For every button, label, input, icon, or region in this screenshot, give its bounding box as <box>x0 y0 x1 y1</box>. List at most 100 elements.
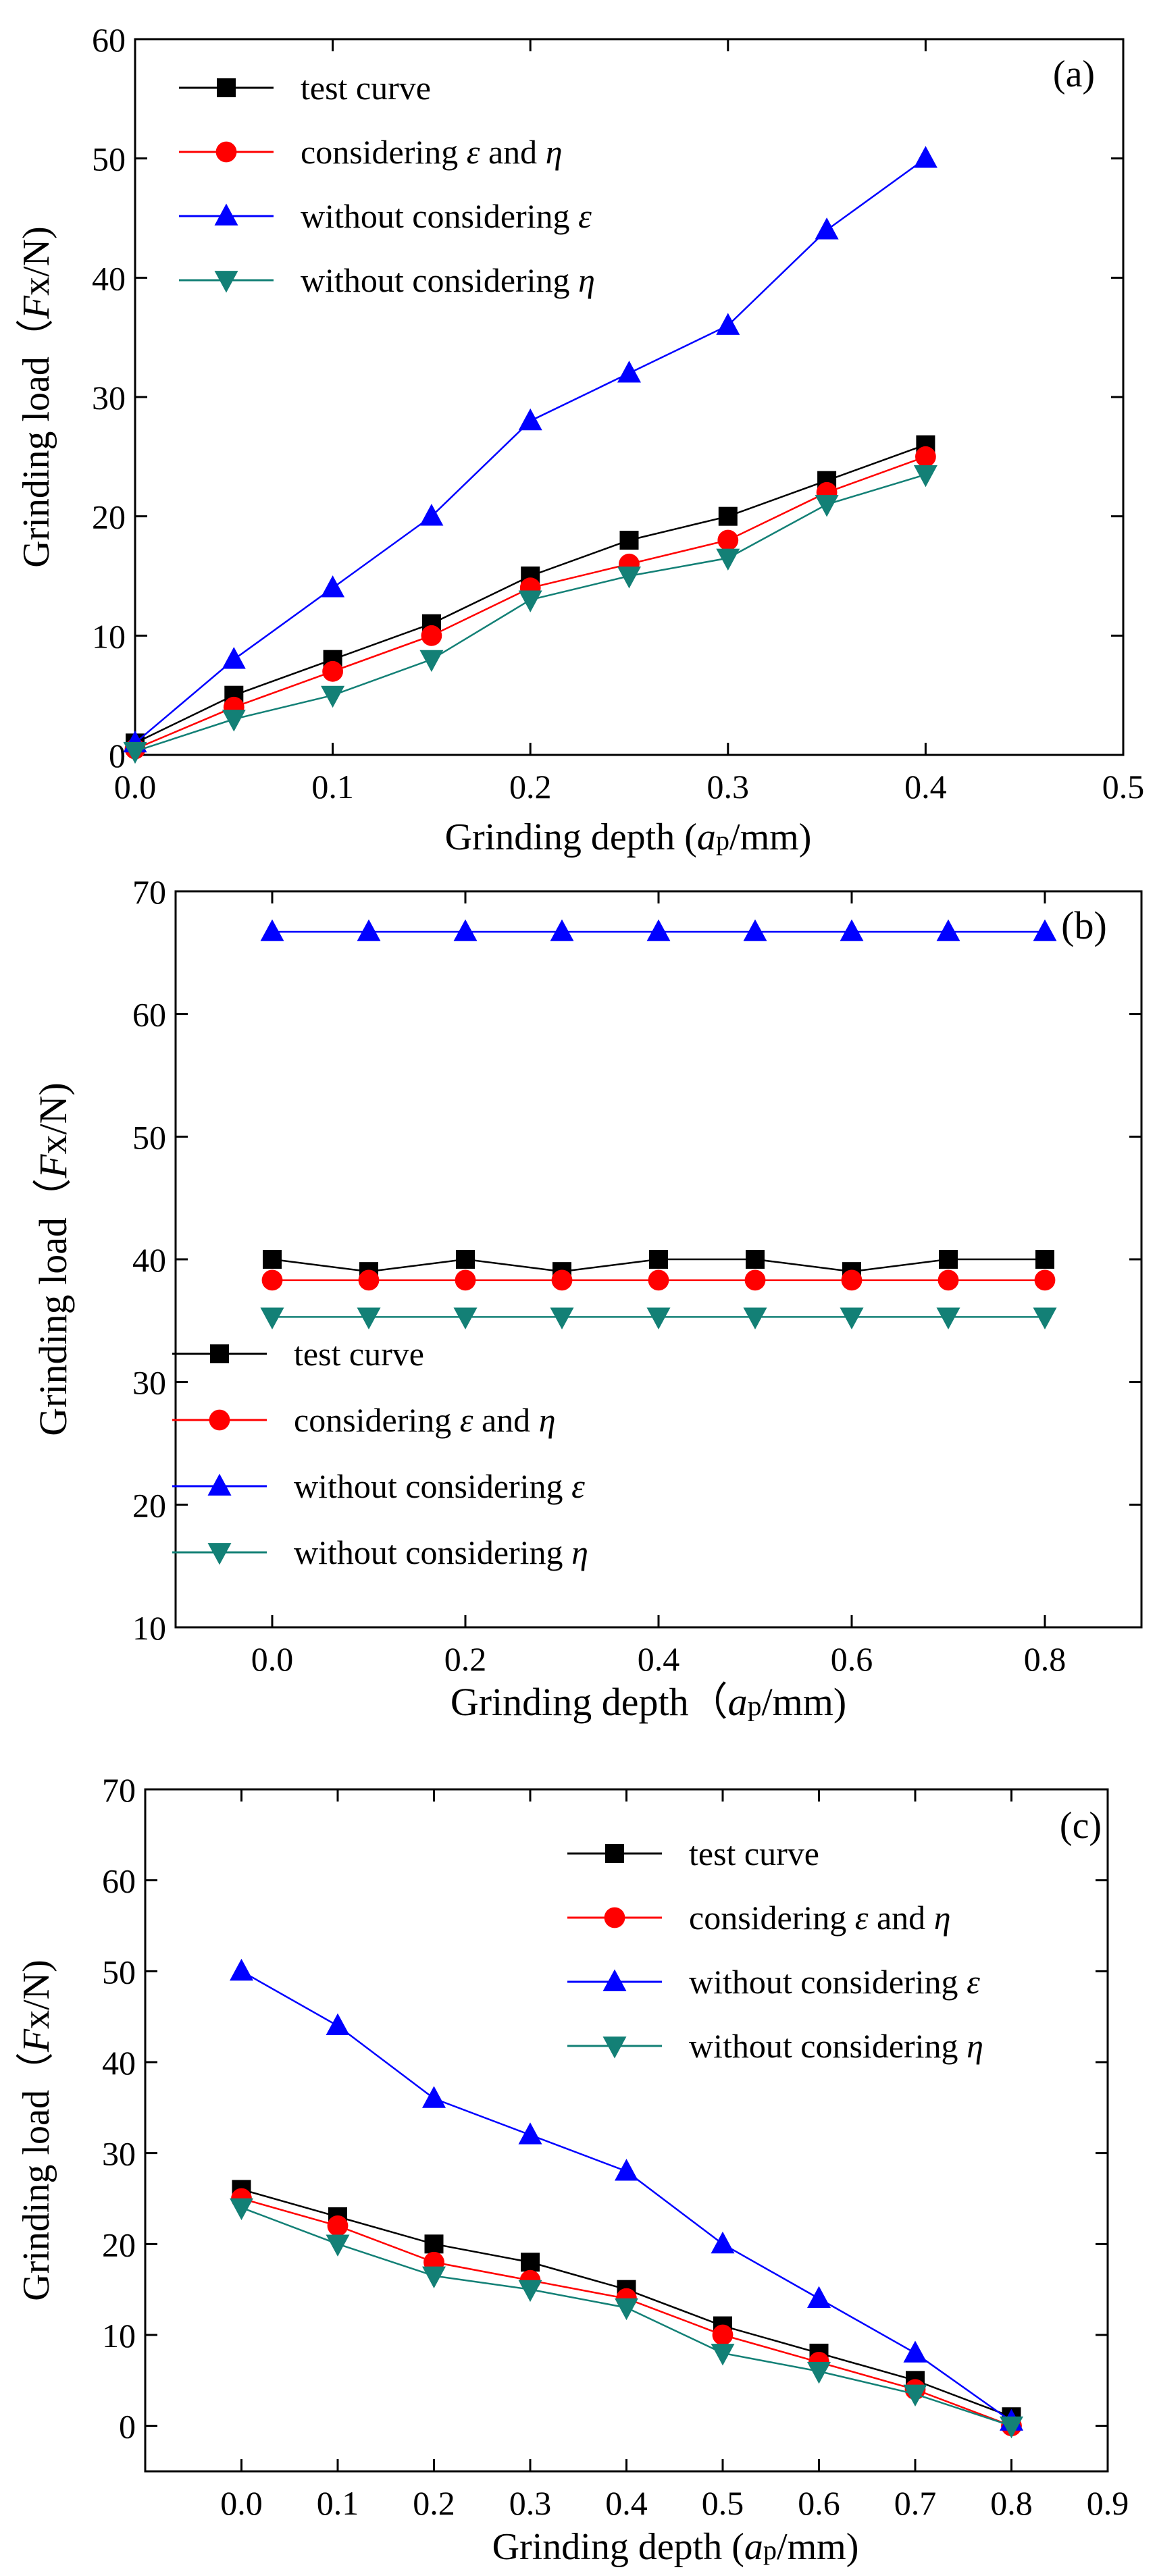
legend-text: test curve <box>294 1335 424 1373</box>
data-point-series-2 <box>841 1269 863 1291</box>
x-tick-label: 0.5 <box>1102 768 1145 806</box>
legend-symbol: η <box>571 1533 588 1571</box>
legend-marker <box>214 271 238 293</box>
data-point-series-3 <box>936 919 960 941</box>
data-point-series-2 <box>712 2324 734 2346</box>
data-point-series-1 <box>1035 1250 1054 1269</box>
plot-frame <box>134 38 1125 756</box>
data-point-series-4 <box>230 2198 253 2220</box>
legend-label: considering ε and η <box>689 1899 951 1937</box>
data-point-series-4 <box>913 465 937 488</box>
data-point-series-3 <box>807 2286 831 2308</box>
data-point-series-4 <box>357 1307 381 1330</box>
data-point-series-4 <box>903 2384 927 2407</box>
x-tick-label: 0.4 <box>904 768 947 806</box>
x-axis-label-unit: /mm) <box>729 816 811 858</box>
legend-symbol-2: η <box>539 1401 556 1439</box>
x-tick-label: 0.2 <box>444 1640 487 1678</box>
data-point-series-3 <box>222 647 246 669</box>
legend-symbol: ε <box>467 133 480 171</box>
data-point-series-2 <box>744 1269 766 1291</box>
series-line-4 <box>134 473 926 752</box>
y-tick-label: 30 <box>132 1364 166 1402</box>
y-tick-label: 40 <box>102 2044 136 2082</box>
data-point-series-3 <box>321 575 345 598</box>
panel-label: (c) <box>1060 1805 1102 1847</box>
data-point-series-4 <box>617 567 641 589</box>
data-point-series-2 <box>261 1269 283 1291</box>
x-tick-label: 0.9 <box>1087 2484 1129 2522</box>
data-point-series-3 <box>230 1958 253 1981</box>
legend-text-mid: and <box>868 1899 933 1937</box>
data-point-series-4 <box>743 1307 767 1330</box>
data-point-series-4 <box>1000 2416 1023 2439</box>
data-point-series-4 <box>222 710 246 732</box>
legend-text: considering <box>294 1401 460 1439</box>
y-axis-label-text: Grinding load（ <box>16 319 57 568</box>
data-point-series-2 <box>648 1269 669 1291</box>
y-tick-label: 20 <box>132 1486 166 1524</box>
x-tick-label: 0.5 <box>702 2484 744 2522</box>
x-axis-label-var: a <box>728 1680 748 1724</box>
x-tick-label: 0.0 <box>220 2484 263 2522</box>
chart-panel-2: 0.0 0.2 0.4 0.6 0.8 10 20 30 40 50 60 70 Grinding de… <box>31 873 1143 1724</box>
legend-text: test curve <box>689 1835 819 1872</box>
data-point-series-1 <box>718 506 738 526</box>
y-tick-label: 10 <box>102 2317 136 2355</box>
x-tick-label: 0.8 <box>1024 1640 1066 1678</box>
legend-marker <box>605 1844 624 1863</box>
legend-marker <box>209 1409 230 1431</box>
x-tick-label: 0.6 <box>798 2484 840 2522</box>
y-tick-label: 0 <box>109 737 126 774</box>
data-point-series-2 <box>455 1269 476 1291</box>
x-axis-label: Grinding depth (ap/mm) <box>492 2526 859 2568</box>
data-point-series-2 <box>915 446 936 467</box>
data-point-series-4 <box>840 1307 864 1330</box>
legend-symbol: ε <box>578 197 592 235</box>
x-tick-label: 0.8 <box>990 2484 1033 2522</box>
x-axis-label-sub: p <box>763 2535 777 2565</box>
legend-text: without considering <box>294 1467 571 1505</box>
x-axis-label: Grinding depth（ap/mm) <box>451 1680 846 1724</box>
legend-marker <box>602 1969 627 1991</box>
y-axis-label: Grinding load（Fx/N) <box>16 1960 57 2301</box>
data-point-series-3 <box>903 2340 927 2363</box>
data-point-series-3 <box>326 2013 350 2035</box>
legend-symbol: ε <box>571 1467 585 1505</box>
x-tick-label: 0.0 <box>251 1640 294 1678</box>
x-axis-label-var: a <box>744 2526 763 2568</box>
y-tick-label: 30 <box>92 379 126 417</box>
data-point-series-2 <box>937 1269 959 1291</box>
data-point-series-2 <box>421 625 442 646</box>
data-point-series-4 <box>615 2298 638 2321</box>
data-point-series-4 <box>550 1307 574 1330</box>
data-point-series-4 <box>646 1307 671 1330</box>
x-axis-label-text: Grinding depth（ <box>451 1680 728 1724</box>
legend-label: considering ε and η <box>294 1401 556 1439</box>
chart-panel-3: 0.0 0.1 0.2 0.3 0.4 0.5 0.6 0.7 0.8 0.9 0 10 20 30 40 5… <box>16 1771 1129 2568</box>
legend-marker <box>215 141 237 163</box>
y-axis-label: Grinding load（Fx/N) <box>31 1082 75 1436</box>
legend-text: considering <box>301 133 467 171</box>
data-point-series-4 <box>807 2362 831 2384</box>
x-tick-label: 0.6 <box>831 1640 873 1678</box>
data-point-series-4 <box>123 741 147 764</box>
panel-label: (b) <box>1061 903 1107 947</box>
legend-marker <box>602 2036 627 2059</box>
data-point-series-3 <box>453 919 478 941</box>
legend-marker <box>210 1344 229 1363</box>
series-line-3 <box>134 157 927 744</box>
x-tick-label: 0.2 <box>413 2484 455 2522</box>
legend-marker <box>604 1907 625 1928</box>
legend-symbol-2: η <box>546 133 563 171</box>
data-point-series-3 <box>518 2122 542 2145</box>
chart-panel-1: 0.0 0.1 0.2 0.3 0.4 0.5 0 10 20 30 40 50 60 Grinding … <box>16 21 1144 858</box>
data-point-series-2 <box>1034 1269 1056 1291</box>
y-axis-label-text: Grinding load（ <box>31 1178 75 1436</box>
y-tick-label: 10 <box>92 617 126 655</box>
y-tick-label: 70 <box>102 1771 136 1809</box>
x-axis-label-text: Grinding depth ( <box>445 816 697 858</box>
